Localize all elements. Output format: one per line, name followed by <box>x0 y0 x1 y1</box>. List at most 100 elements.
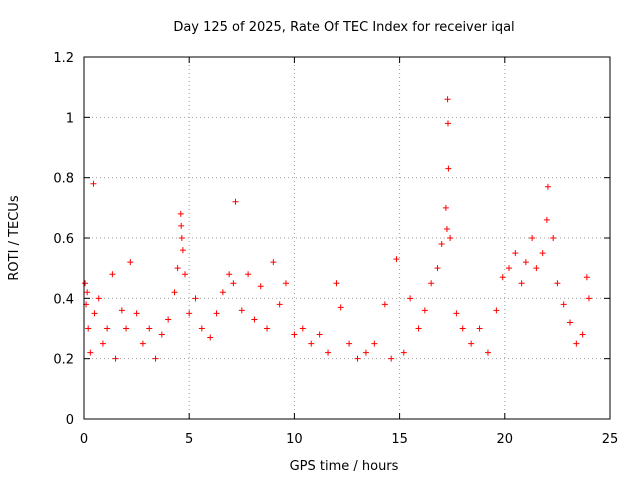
data-point <box>381 301 388 308</box>
axis-ticks: 0 5 10 15 20 25 0 0.2 0.4 0.6 0.8 1 1.2 <box>53 51 618 447</box>
data-point <box>282 280 289 287</box>
data-point <box>158 331 165 338</box>
data-point <box>139 340 146 347</box>
data-point <box>127 259 134 266</box>
data-point <box>118 307 125 314</box>
data-point <box>95 295 102 302</box>
data-point <box>91 310 98 317</box>
data-point <box>325 349 332 356</box>
data-point <box>499 274 506 281</box>
data-point <box>400 349 407 356</box>
data-point <box>251 316 258 323</box>
data-point <box>112 355 119 362</box>
data-point <box>550 235 557 241</box>
data-point <box>165 316 172 323</box>
data-point <box>219 289 226 296</box>
data-point <box>573 340 580 347</box>
data-point <box>362 349 369 356</box>
data-point <box>539 250 546 257</box>
y-axis-label: ROTI / TECUs <box>7 195 22 280</box>
data-point <box>484 349 491 356</box>
data-point <box>291 331 298 338</box>
data-point <box>178 222 185 229</box>
data-point <box>87 349 94 356</box>
data-point <box>270 259 277 266</box>
data-point <box>585 295 592 302</box>
y-tick-label: 0.6 <box>53 232 74 247</box>
data-point <box>388 355 395 362</box>
grid <box>84 57 610 419</box>
x-tick-label: 0 <box>80 432 88 447</box>
data-point <box>192 295 199 302</box>
data-point <box>109 271 116 278</box>
data-point <box>560 301 567 308</box>
data-point <box>459 325 466 332</box>
data-point <box>308 340 315 347</box>
data-point <box>213 310 220 317</box>
data-points <box>82 96 592 362</box>
data-point <box>133 310 140 317</box>
data-point <box>522 259 529 266</box>
data-point <box>179 247 186 254</box>
data-point <box>333 280 340 287</box>
x-tick-label: 20 <box>497 432 514 447</box>
data-point <box>371 340 378 347</box>
y-tick-label: 0.2 <box>53 353 74 368</box>
data-point <box>230 280 237 287</box>
data-point <box>506 265 513 272</box>
chart-title: Day 125 of 2025, Rate Of TEC Index for r… <box>173 20 514 35</box>
data-point <box>476 325 483 332</box>
data-point <box>257 283 264 290</box>
data-point <box>123 325 130 332</box>
data-point <box>393 256 400 263</box>
data-point <box>415 325 422 332</box>
data-point <box>207 334 214 341</box>
data-point <box>346 340 353 347</box>
data-point <box>174 265 181 272</box>
data-point <box>407 295 414 302</box>
data-point <box>245 271 252 278</box>
data-point <box>146 325 153 332</box>
data-point <box>276 301 283 308</box>
data-point <box>238 307 245 314</box>
data-point <box>442 204 449 211</box>
data-point <box>447 235 454 241</box>
data-point <box>533 265 540 272</box>
data-point <box>493 307 500 314</box>
data-point <box>337 304 344 311</box>
data-point <box>443 225 450 232</box>
y-tick-label: 0 <box>66 413 74 428</box>
data-point <box>438 241 445 248</box>
data-point <box>421 307 428 314</box>
data-point <box>104 325 111 332</box>
data-point <box>554 280 561 287</box>
data-point <box>226 271 233 278</box>
data-point <box>434 265 441 272</box>
x-tick-label: 10 <box>286 432 303 447</box>
data-point <box>544 183 551 190</box>
data-point <box>178 235 185 241</box>
data-point <box>198 325 205 332</box>
data-point <box>264 325 271 332</box>
x-tick-label: 15 <box>391 432 408 447</box>
data-point <box>152 355 159 362</box>
data-point <box>529 235 536 241</box>
x-tick-label: 5 <box>185 432 193 447</box>
data-point <box>354 355 361 362</box>
data-point <box>85 325 92 332</box>
y-tick-label: 0.8 <box>53 172 74 187</box>
y-tick-label: 0.4 <box>53 292 74 307</box>
y-tick-label: 1.2 <box>53 51 74 66</box>
data-point <box>583 274 590 281</box>
data-point <box>186 310 193 317</box>
data-point <box>181 271 188 278</box>
data-point <box>468 340 475 347</box>
x-axis-label: GPS time / hours <box>290 459 399 474</box>
data-point <box>171 289 178 296</box>
data-point <box>518 280 525 287</box>
data-point <box>84 289 91 296</box>
data-point <box>82 280 89 287</box>
data-point <box>428 280 435 287</box>
